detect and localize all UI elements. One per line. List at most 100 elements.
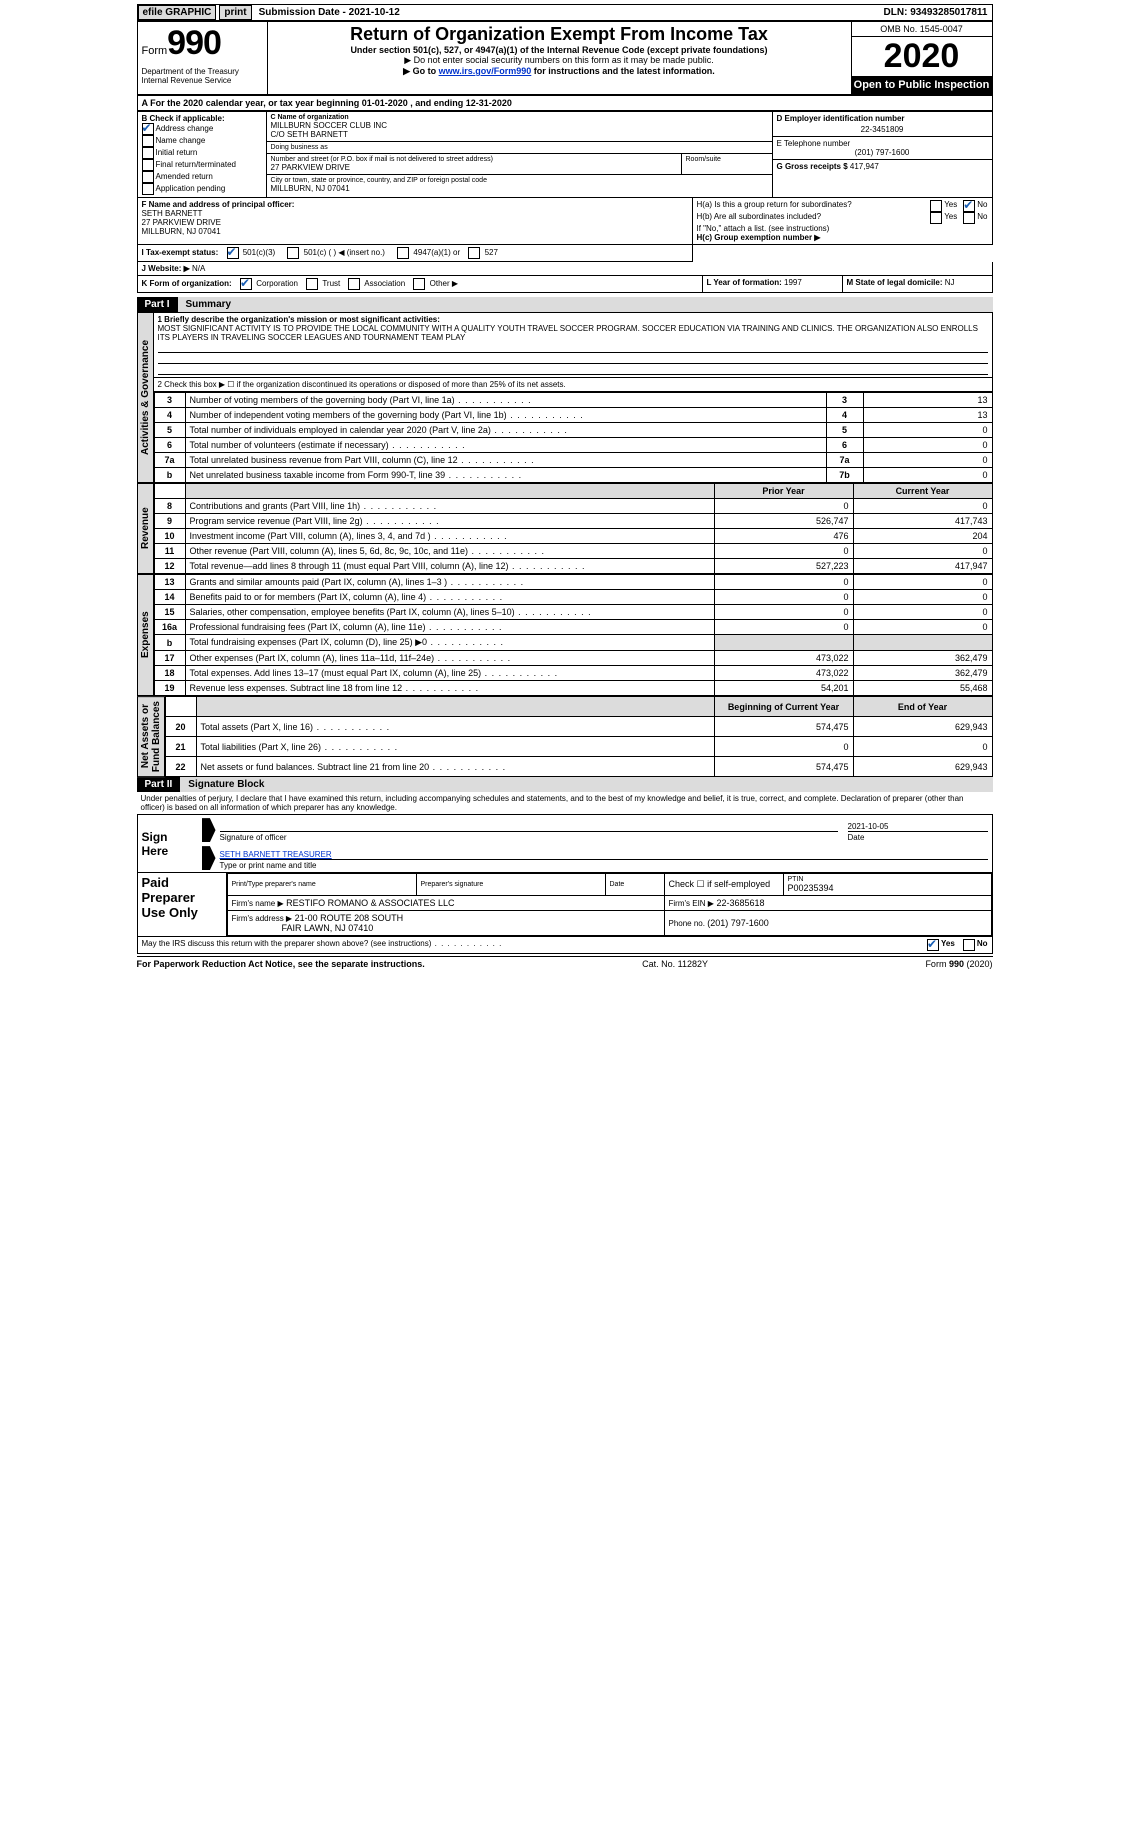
f-label: F Name and address of principal officer: bbox=[142, 200, 688, 209]
line2: 2 Check this box ▶ ☐ if the organization… bbox=[154, 378, 993, 392]
firm-addr2: FAIR LAWN, NJ 07410 bbox=[282, 923, 374, 933]
form-number-box: Form990 Department of the Treasury Inter… bbox=[138, 22, 268, 94]
irs-discuss: May the IRS discuss this return with the… bbox=[137, 937, 993, 954]
i-4947-checkbox[interactable] bbox=[397, 247, 409, 259]
side-governance: Activities & Governance bbox=[137, 312, 154, 483]
ha-label: H(a) Is this a group return for subordin… bbox=[697, 200, 931, 212]
org-name: MILLBURN SOCCER CLUB INC bbox=[271, 121, 768, 130]
city-value: MILLBURN, NJ 07041 bbox=[271, 184, 768, 193]
side-netassets: Net Assets or Fund Balances bbox=[137, 696, 165, 777]
part2-tab: Part II bbox=[137, 777, 181, 792]
org-co: C/O SETH BARNETT bbox=[271, 130, 768, 139]
part2-bar: Part II Signature Block bbox=[137, 777, 993, 792]
hb-no-checkbox[interactable] bbox=[963, 212, 975, 224]
firm-label: Firm's name ▶ bbox=[232, 899, 284, 908]
line1-label: 1 Briefly describe the organization's mi… bbox=[158, 315, 988, 324]
title-block: Return of Organization Exempt From Incom… bbox=[268, 22, 852, 94]
part1-tab: Part I bbox=[137, 297, 178, 312]
irs-link[interactable]: www.irs.gov/Form990 bbox=[439, 66, 532, 76]
sign-here-label: Sign Here bbox=[138, 828, 198, 860]
b-checkbox[interactable] bbox=[142, 159, 154, 171]
hc-label: H(c) Group exemption number ▶ bbox=[697, 233, 821, 242]
sig-line-label: Signature of officer bbox=[220, 831, 838, 842]
perjury-text: Under penalties of perjury, I declare th… bbox=[137, 792, 993, 814]
street-label: Number and street (or P.O. box if mail i… bbox=[271, 156, 677, 163]
subtitle-1: Under section 501(c), 527, or 4947(a)(1)… bbox=[272, 45, 847, 55]
sign-here-block: Sign Here Signature of officer 2021-10-0… bbox=[137, 814, 993, 873]
b-checkbox[interactable] bbox=[142, 123, 154, 135]
firm-name: RESTIFO ROMANO & ASSOCIATES LLC bbox=[286, 898, 454, 908]
tax-year: 2020 bbox=[852, 37, 992, 76]
officer-name: SETH BARNETT bbox=[142, 209, 688, 218]
e-label: E Telephone number bbox=[777, 139, 988, 148]
c-label: C Name of organization bbox=[271, 114, 768, 121]
k-other-checkbox[interactable] bbox=[413, 278, 425, 290]
footer: For Paperwork Reduction Act Notice, see … bbox=[137, 956, 993, 969]
form-title: Return of Organization Exempt From Incom… bbox=[272, 24, 847, 45]
ha-yes-checkbox[interactable] bbox=[930, 200, 942, 212]
section-j: J Website: ▶ N/A bbox=[137, 262, 993, 276]
i-501c-checkbox[interactable] bbox=[287, 247, 299, 259]
hb-label: H(b) Are all subordinates included? bbox=[697, 212, 931, 224]
sig-date: 2021-10-05 bbox=[848, 822, 988, 831]
top-bar: efile GRAPHIC print Submission Date - 20… bbox=[137, 4, 993, 21]
discuss-no-checkbox[interactable] bbox=[963, 939, 975, 951]
k-assoc-checkbox[interactable] bbox=[348, 278, 360, 290]
discuss-yes-checkbox[interactable] bbox=[927, 939, 939, 951]
omb-number: OMB No. 1545-0047 bbox=[852, 22, 992, 37]
firm-phone-label: Phone no. bbox=[669, 919, 708, 928]
b-checkbox[interactable] bbox=[142, 171, 154, 183]
k-corp-checkbox[interactable] bbox=[240, 278, 252, 290]
street-value: 27 PARKVIEW DRIVE bbox=[271, 163, 677, 172]
ha-no-checkbox[interactable] bbox=[963, 200, 975, 212]
section-f: F Name and address of principal officer:… bbox=[137, 198, 693, 245]
footer-left: For Paperwork Reduction Act Notice, see … bbox=[137, 959, 425, 969]
dba-label: Doing business as bbox=[271, 144, 768, 151]
sign-arrow-icon bbox=[202, 818, 216, 842]
pp-date-label: Date bbox=[610, 881, 660, 888]
mission-text: MOST SIGNIFICANT ACTIVITY IS TO PROVIDE … bbox=[158, 324, 988, 342]
open-inspection: Open to Public Inspection bbox=[852, 76, 992, 94]
firm-ein-label: Firm's EIN ▶ bbox=[669, 899, 714, 908]
signer-name: SETH BARNETT TREASURER bbox=[220, 850, 988, 859]
footer-right: Form 990 (2020) bbox=[925, 959, 992, 969]
phone: (201) 797-1600 bbox=[777, 148, 988, 157]
self-employed-check[interactable]: Check ☐ if self-employed bbox=[664, 874, 783, 896]
firm-ein: 22-3685618 bbox=[716, 898, 764, 908]
section-deg: D Employer identification number 22-3451… bbox=[773, 111, 993, 198]
part2-title: Signature Block bbox=[180, 777, 992, 792]
submission-label: Submission Date - 2021-10-12 bbox=[255, 7, 404, 18]
hb-yes-checkbox[interactable] bbox=[930, 212, 942, 224]
section-c: C Name of organization MILLBURN SOCCER C… bbox=[267, 111, 773, 198]
website: N/A bbox=[192, 264, 205, 273]
b-checkbox[interactable] bbox=[142, 147, 154, 159]
d-label: D Employer identification number bbox=[777, 114, 988, 123]
hb-note: If "No," attach a list. (see instruction… bbox=[697, 224, 988, 233]
section-l: L Year of formation: 1997 bbox=[703, 276, 843, 293]
paid-preparer-block: Paid Preparer Use Only Print/Type prepar… bbox=[137, 873, 993, 937]
footer-mid: Cat. No. 11282Y bbox=[642, 959, 708, 969]
dept-label: Department of the Treasury Internal Reve… bbox=[142, 67, 263, 85]
side-expenses: Expenses bbox=[137, 574, 154, 696]
paid-label: Paid Preparer Use Only bbox=[138, 873, 227, 936]
firm-phone: (201) 797-1600 bbox=[707, 918, 769, 928]
section-m: M State of legal domicile: NJ bbox=[843, 276, 993, 293]
ptin-label: PTIN bbox=[788, 876, 987, 883]
pp-sig-label: Preparer's signature bbox=[421, 881, 601, 888]
section-k: K Form of organization: Corporation Trus… bbox=[137, 276, 703, 293]
i-501c3-checkbox[interactable] bbox=[227, 247, 239, 259]
b-checkbox[interactable] bbox=[142, 183, 154, 195]
i-527-checkbox[interactable] bbox=[468, 247, 480, 259]
k-trust-checkbox[interactable] bbox=[306, 278, 318, 290]
part1-title: Summary bbox=[178, 297, 993, 312]
b-checkbox[interactable] bbox=[142, 135, 154, 147]
gross-receipts: G Gross receipts $ 417,947 bbox=[773, 160, 992, 173]
ptin: P00235394 bbox=[788, 883, 987, 893]
efile-button[interactable]: efile GRAPHIC bbox=[138, 5, 217, 20]
print-button[interactable]: print bbox=[219, 5, 251, 20]
revenue-table: Prior YearCurrent Year8Contributions and… bbox=[154, 483, 993, 574]
sig-date-label: Date bbox=[848, 831, 988, 842]
city-label: City or town, state or province, country… bbox=[271, 177, 768, 184]
line1: 1 Briefly describe the organization's mi… bbox=[154, 312, 993, 378]
section-b: B Check if applicable: Address changeNam… bbox=[137, 111, 267, 198]
